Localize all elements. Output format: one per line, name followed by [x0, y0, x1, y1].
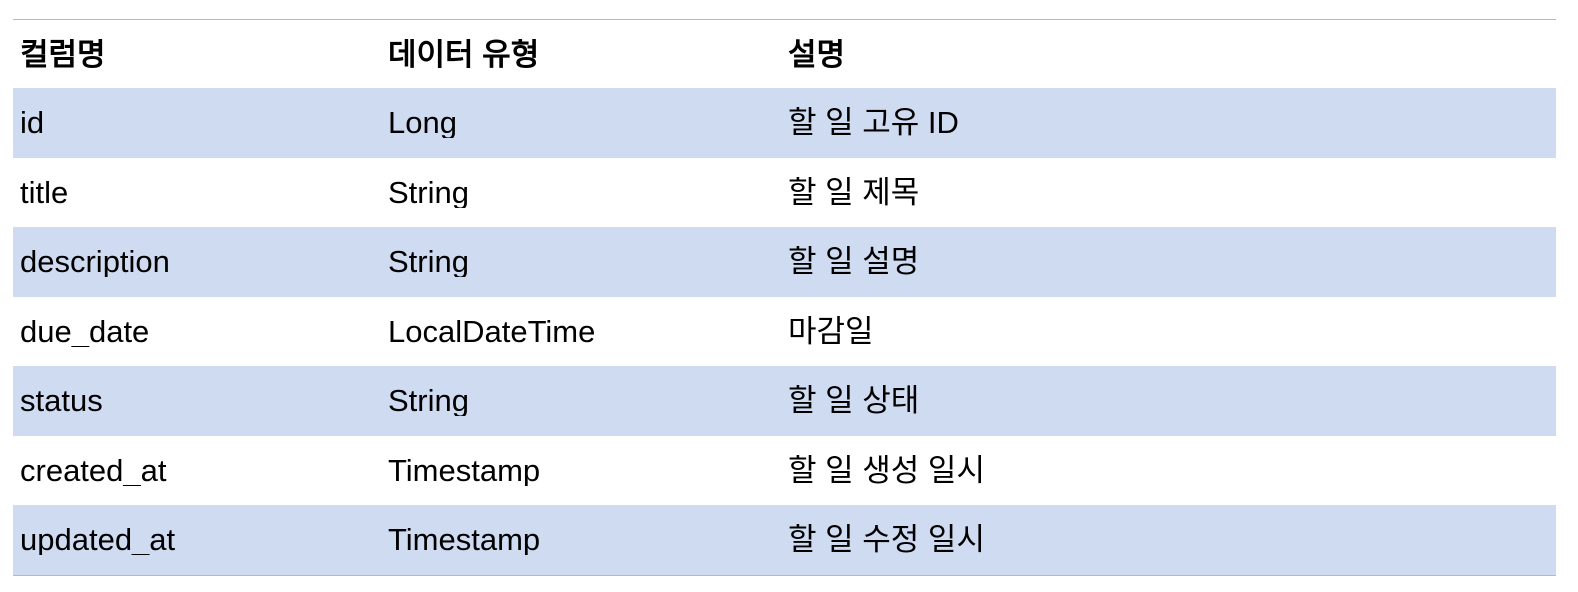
- cell-data-type: Timestamp: [388, 454, 541, 486]
- cell-data-type: Timestamp: [388, 524, 541, 556]
- cell-column-name: id: [20, 107, 45, 139]
- cell-column-name: title: [20, 176, 69, 208]
- cell-data-type: String: [388, 176, 469, 208]
- cell-data-type: String: [388, 385, 469, 417]
- cell-column-name: due_date: [20, 315, 150, 347]
- top-rule: [13, 19, 1556, 20]
- header-column-name: 컬럼명: [20, 38, 106, 70]
- cell-column-name: updated_at: [20, 524, 176, 556]
- table-row: updated_at Timestamp 할 일 수정 일시: [13, 505, 1556, 575]
- cell-description: 할 일 상태: [788, 385, 920, 417]
- table-row: title String 할 일 제목: [13, 157, 1556, 227]
- table-row: description String 할 일 설명: [13, 227, 1556, 297]
- table-row: id Long 할 일 고유 ID: [13, 88, 1556, 158]
- schema-table: 컬럼명 데이터 유형 설명 id Long 할 일 고유 ID title St…: [13, 19, 1556, 576]
- cell-column-name: created_at: [20, 454, 167, 486]
- table-header-row: 컬럼명 데이터 유형 설명: [13, 20, 1556, 88]
- cell-description: 할 일 제목: [788, 176, 920, 208]
- header-description: 설명: [788, 38, 846, 70]
- cell-description: 할 일 고유 ID: [788, 107, 959, 139]
- cell-description: 할 일 수정 일시: [788, 524, 985, 556]
- table-row: status String 할 일 상태: [13, 366, 1556, 436]
- table-row: created_at Timestamp 할 일 생성 일시: [13, 435, 1556, 505]
- cell-description: 할 일 생성 일시: [788, 454, 985, 486]
- cell-data-type: String: [388, 246, 469, 278]
- cell-column-name: description: [20, 246, 170, 278]
- bottom-rule: [13, 574, 1556, 576]
- table-row: due_date LocalDateTime 마감일: [13, 296, 1556, 366]
- cell-data-type: LocalDateTime: [388, 315, 596, 347]
- cell-data-type: Long: [388, 107, 457, 139]
- cell-column-name: status: [20, 385, 103, 417]
- cell-description: 할 일 설명: [788, 246, 920, 278]
- header-data-type: 데이터 유형: [388, 38, 540, 70]
- cell-description: 마감일: [788, 315, 874, 347]
